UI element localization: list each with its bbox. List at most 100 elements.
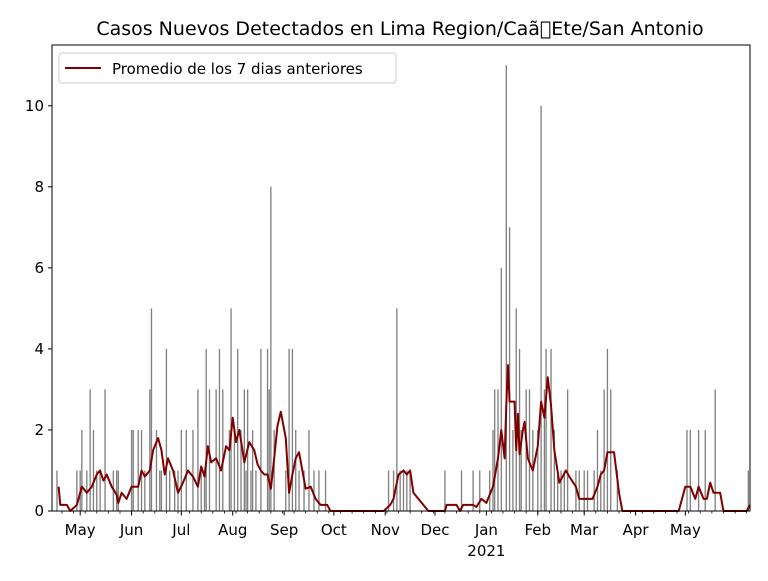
chart-bar xyxy=(303,470,305,511)
chart-bar xyxy=(387,470,390,511)
chart-bar xyxy=(537,429,539,511)
chart-bar xyxy=(402,470,405,511)
chart-bar xyxy=(313,470,315,511)
y-tick-label: 4 xyxy=(34,340,44,358)
chart-bar xyxy=(515,308,517,511)
x-tick-label: Sep xyxy=(270,521,298,539)
x-tick-label: Mar xyxy=(570,521,599,539)
chart-bar xyxy=(270,186,272,511)
chart-bar xyxy=(409,470,411,511)
chart-bar xyxy=(243,389,245,511)
chart-bar xyxy=(273,429,275,511)
chart-bar xyxy=(545,348,547,511)
x-tick-label: Jun xyxy=(119,521,143,539)
chart-bar xyxy=(92,429,95,511)
chart-bar xyxy=(76,470,78,511)
chart-bar xyxy=(250,470,252,511)
chart-bar xyxy=(479,470,481,511)
x-tick-label: Oct xyxy=(321,521,347,539)
chart-bar xyxy=(298,470,300,511)
chart-bar xyxy=(180,429,182,511)
chart-bar xyxy=(149,389,151,511)
chart-bar xyxy=(563,470,565,511)
x-axis: May Jun Jul Aug Sep Oct Nov Dec Jan 2021 Feb Mar Apr… xyxy=(61,511,748,560)
chart-bar xyxy=(192,429,194,511)
x-tick-label: Dec xyxy=(420,521,449,539)
chart-bar xyxy=(578,470,580,511)
chart-bar xyxy=(205,348,207,511)
x-tick-label: Nov xyxy=(371,521,400,539)
chart-bar xyxy=(557,470,559,511)
chart-bar xyxy=(528,389,531,511)
y-tick-label: 10 xyxy=(25,97,44,115)
chart-bar xyxy=(117,470,119,511)
legend: Promedio de los 7 dias anteriores xyxy=(58,52,397,84)
chart-bar xyxy=(99,470,101,511)
y-tick-label: 0 xyxy=(34,502,44,520)
x-tick-label: Jul xyxy=(171,521,190,539)
chart-bar xyxy=(228,429,231,511)
chart-bar xyxy=(616,470,619,511)
chart-bar xyxy=(550,348,552,511)
chart-bar xyxy=(200,470,202,511)
chart-bar xyxy=(444,470,446,511)
chart-bar xyxy=(586,470,589,511)
chart-bar xyxy=(56,470,58,511)
chart-bar xyxy=(392,470,395,511)
chart-bar xyxy=(255,470,257,511)
chart-bar xyxy=(245,470,247,511)
x-tick-label: Aug xyxy=(218,521,247,539)
chart-bar xyxy=(610,389,612,511)
chart-bar xyxy=(575,470,577,511)
chart-bar xyxy=(399,470,401,511)
chart-bar xyxy=(396,308,398,511)
chart-bar xyxy=(689,429,691,511)
y-tick-label: 8 xyxy=(34,178,44,196)
chart-bar xyxy=(460,470,463,511)
chart-bar xyxy=(291,348,294,511)
chart-bar xyxy=(266,348,269,511)
chart-bar xyxy=(566,389,569,511)
chart-bar xyxy=(89,389,91,511)
chart-bar xyxy=(233,429,236,511)
chart-bar xyxy=(596,429,599,511)
chart-bar xyxy=(512,429,514,511)
chart-bar xyxy=(81,429,83,511)
chart-bar xyxy=(132,429,134,511)
chart-bar xyxy=(543,389,546,511)
chart-bar xyxy=(160,470,163,511)
chart-bar xyxy=(600,470,602,511)
chart-bar xyxy=(494,389,496,511)
y-tick-label: 2 xyxy=(34,421,44,439)
chart-bar xyxy=(489,470,491,511)
y-axis: 0 2 4 6 8 10 xyxy=(25,97,52,520)
chart-bar xyxy=(104,389,106,511)
plot-area xyxy=(52,45,750,511)
chart-bar xyxy=(130,429,133,511)
y-tick-label: 6 xyxy=(34,259,44,277)
chart-bar xyxy=(583,470,585,511)
x-tick-label: Feb xyxy=(525,521,552,539)
chart-bar xyxy=(492,429,494,511)
x-tick-label: May xyxy=(65,521,96,539)
chart-bar xyxy=(169,470,171,511)
chart-bar xyxy=(406,470,408,511)
x-tick-label: May xyxy=(670,521,701,539)
chart-title: Casos Nuevos Detectados en Lima Region/C… xyxy=(96,18,703,40)
chart-bar xyxy=(714,389,716,511)
chart-bar xyxy=(508,227,511,511)
chart-bar xyxy=(500,267,502,511)
chart-bar xyxy=(704,429,706,511)
chart-bar xyxy=(603,389,605,511)
chart-bar xyxy=(159,470,161,511)
chart-bar xyxy=(560,470,562,511)
chart-bar xyxy=(144,470,146,511)
chart-bar xyxy=(240,429,242,511)
chart-bar xyxy=(686,429,688,511)
chart-bar xyxy=(116,470,118,511)
chart-bar xyxy=(155,429,158,511)
chart-bar xyxy=(285,470,287,511)
chart-bar xyxy=(606,348,609,511)
chart-bar xyxy=(86,470,88,511)
